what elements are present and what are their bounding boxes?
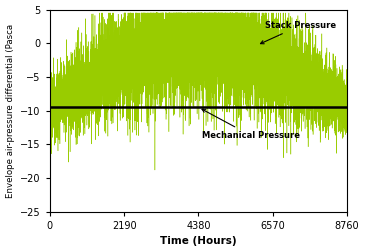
Y-axis label: Envelope air-pressure differential (Pasca: Envelope air-pressure differential (Pasc… [5,24,15,198]
Text: Stack Pressure: Stack Pressure [261,21,337,44]
Text: Mechanical Pressure: Mechanical Pressure [202,109,300,140]
X-axis label: Time (Hours): Time (Hours) [160,236,237,246]
